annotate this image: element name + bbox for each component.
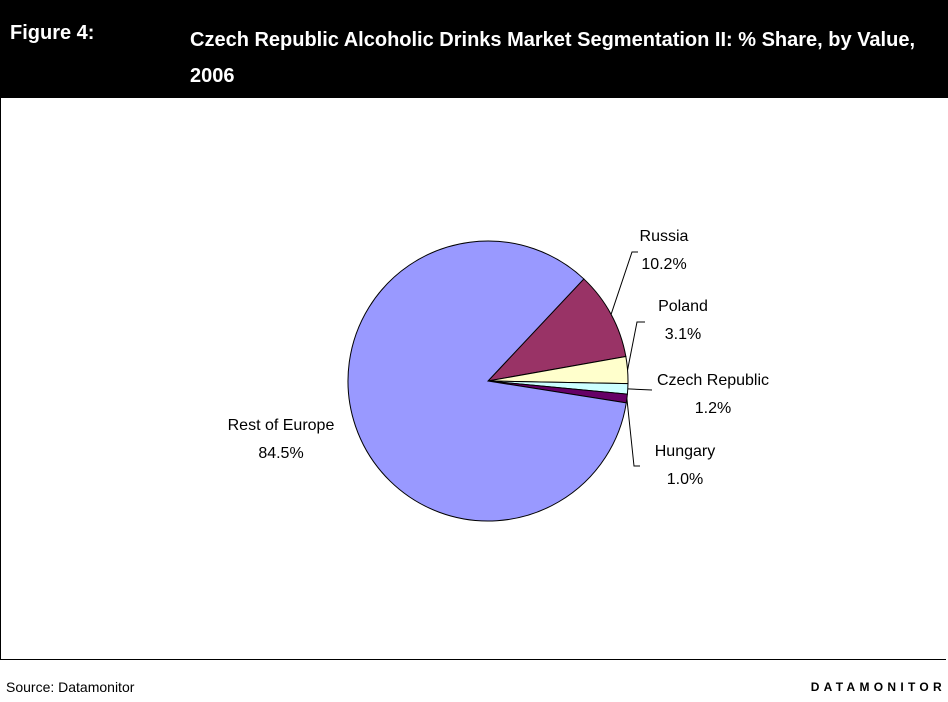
slice-label: Hungary [655,443,715,460]
pie-slice [347,240,627,522]
leader-line [626,398,640,467]
slice-value-label: 1.0% [667,471,703,488]
slice-label: Rest of Europe [228,417,335,434]
chart-title: Czech Republic Alcoholic Drinks Market S… [190,29,915,87]
slice-label: Czech Republic [657,372,769,389]
slice-label: Poland [658,298,708,315]
chart: Russia 10.2% Poland 3.1% Czech Republic 1.2% H… [228,228,769,522]
leader-line [627,388,653,391]
slice-value-label: 84.5% [258,445,303,462]
leader-line [610,251,638,315]
slice-value-label: 1.2% [695,400,731,417]
source: Source: Datamonitor [6,679,135,695]
brand: DATAMONITOR [810,680,946,694]
slice-value-label: 10.2% [641,256,686,273]
figure-label: Figure 4: [10,22,95,44]
slice-label: Russia [640,228,689,245]
leader-line [627,321,645,371]
header: Figure 4: Czech Republic Alcoholic Drink… [0,0,948,98]
slice-value-label: 3.1% [665,326,701,343]
